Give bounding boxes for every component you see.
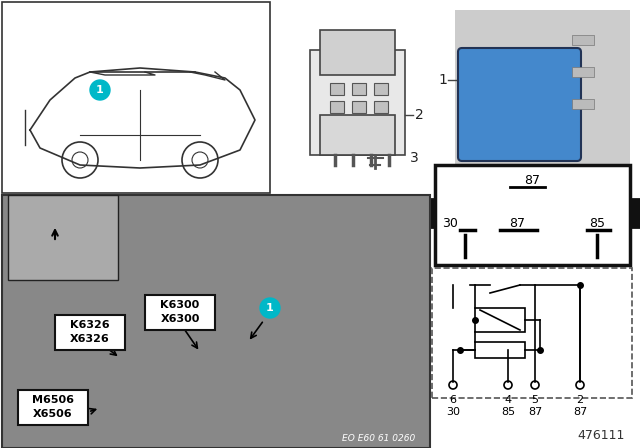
Text: 6: 6 [449,395,456,405]
Text: K6300
X6300: K6300 X6300 [160,301,200,323]
Text: 3: 3 [410,151,419,165]
Circle shape [182,142,218,178]
Bar [8,195,118,280]
Bar [423,199,435,227]
Bar [572,67,594,77]
Bar [572,99,594,109]
Bar [18,390,88,425]
Bar [330,101,344,113]
Text: 87: 87 [524,173,540,186]
Text: 2: 2 [415,108,424,122]
Bar [2,195,430,448]
FancyBboxPatch shape [458,48,581,161]
Bar [435,165,630,265]
Text: 476111: 476111 [578,429,625,442]
Bar [432,268,632,398]
Bar [352,101,366,113]
Bar [475,308,525,332]
Bar [320,30,395,75]
Circle shape [62,142,98,178]
Circle shape [576,381,584,389]
Text: K6326
X6326: K6326 X6326 [70,320,110,344]
Bar [374,83,388,95]
Text: 87: 87 [573,407,587,417]
Bar [55,315,125,350]
Text: 1: 1 [96,85,104,95]
Text: M6506
X6506: M6506 X6506 [32,396,74,418]
Bar [330,83,344,95]
Text: 2: 2 [577,395,584,405]
Text: 30: 30 [442,216,458,229]
Circle shape [504,381,512,389]
Text: 1: 1 [438,73,447,87]
Bar [630,199,640,227]
Bar [374,101,388,113]
Bar [2,2,270,193]
Circle shape [72,152,88,168]
Circle shape [90,80,110,100]
Text: EO E60 61 0260: EO E60 61 0260 [342,434,415,443]
Bar [145,295,215,330]
Circle shape [260,298,280,318]
Text: 85: 85 [589,216,605,229]
Text: 1: 1 [266,303,274,313]
Bar [310,50,405,155]
Text: 85: 85 [501,407,515,417]
Bar [475,342,525,358]
Circle shape [449,381,457,389]
Text: 87: 87 [528,407,542,417]
Bar [455,10,630,165]
Text: 4: 4 [504,395,511,405]
Bar [572,35,594,45]
Circle shape [192,152,208,168]
Text: 30: 30 [446,407,460,417]
Bar [352,83,366,95]
Text: 5: 5 [531,395,538,405]
Circle shape [531,381,539,389]
Text: 87: 87 [509,216,525,229]
Bar [320,115,395,155]
